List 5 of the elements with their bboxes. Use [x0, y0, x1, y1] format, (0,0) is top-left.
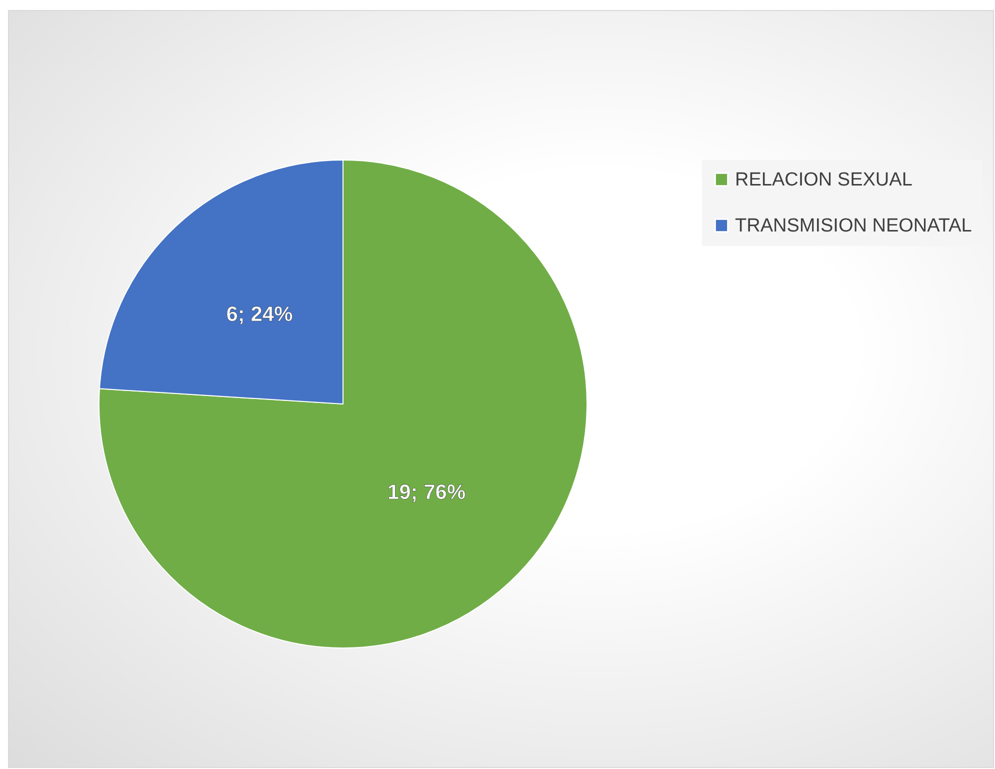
data-label: 19; 76%	[387, 480, 466, 504]
data-label: 6; 24%	[226, 303, 294, 326]
legend-label: RELACION SEXUAL	[735, 170, 912, 190]
pie-slice	[98, 160, 588, 648]
legend-label: TRANSMISION NEONATAL	[735, 216, 972, 236]
